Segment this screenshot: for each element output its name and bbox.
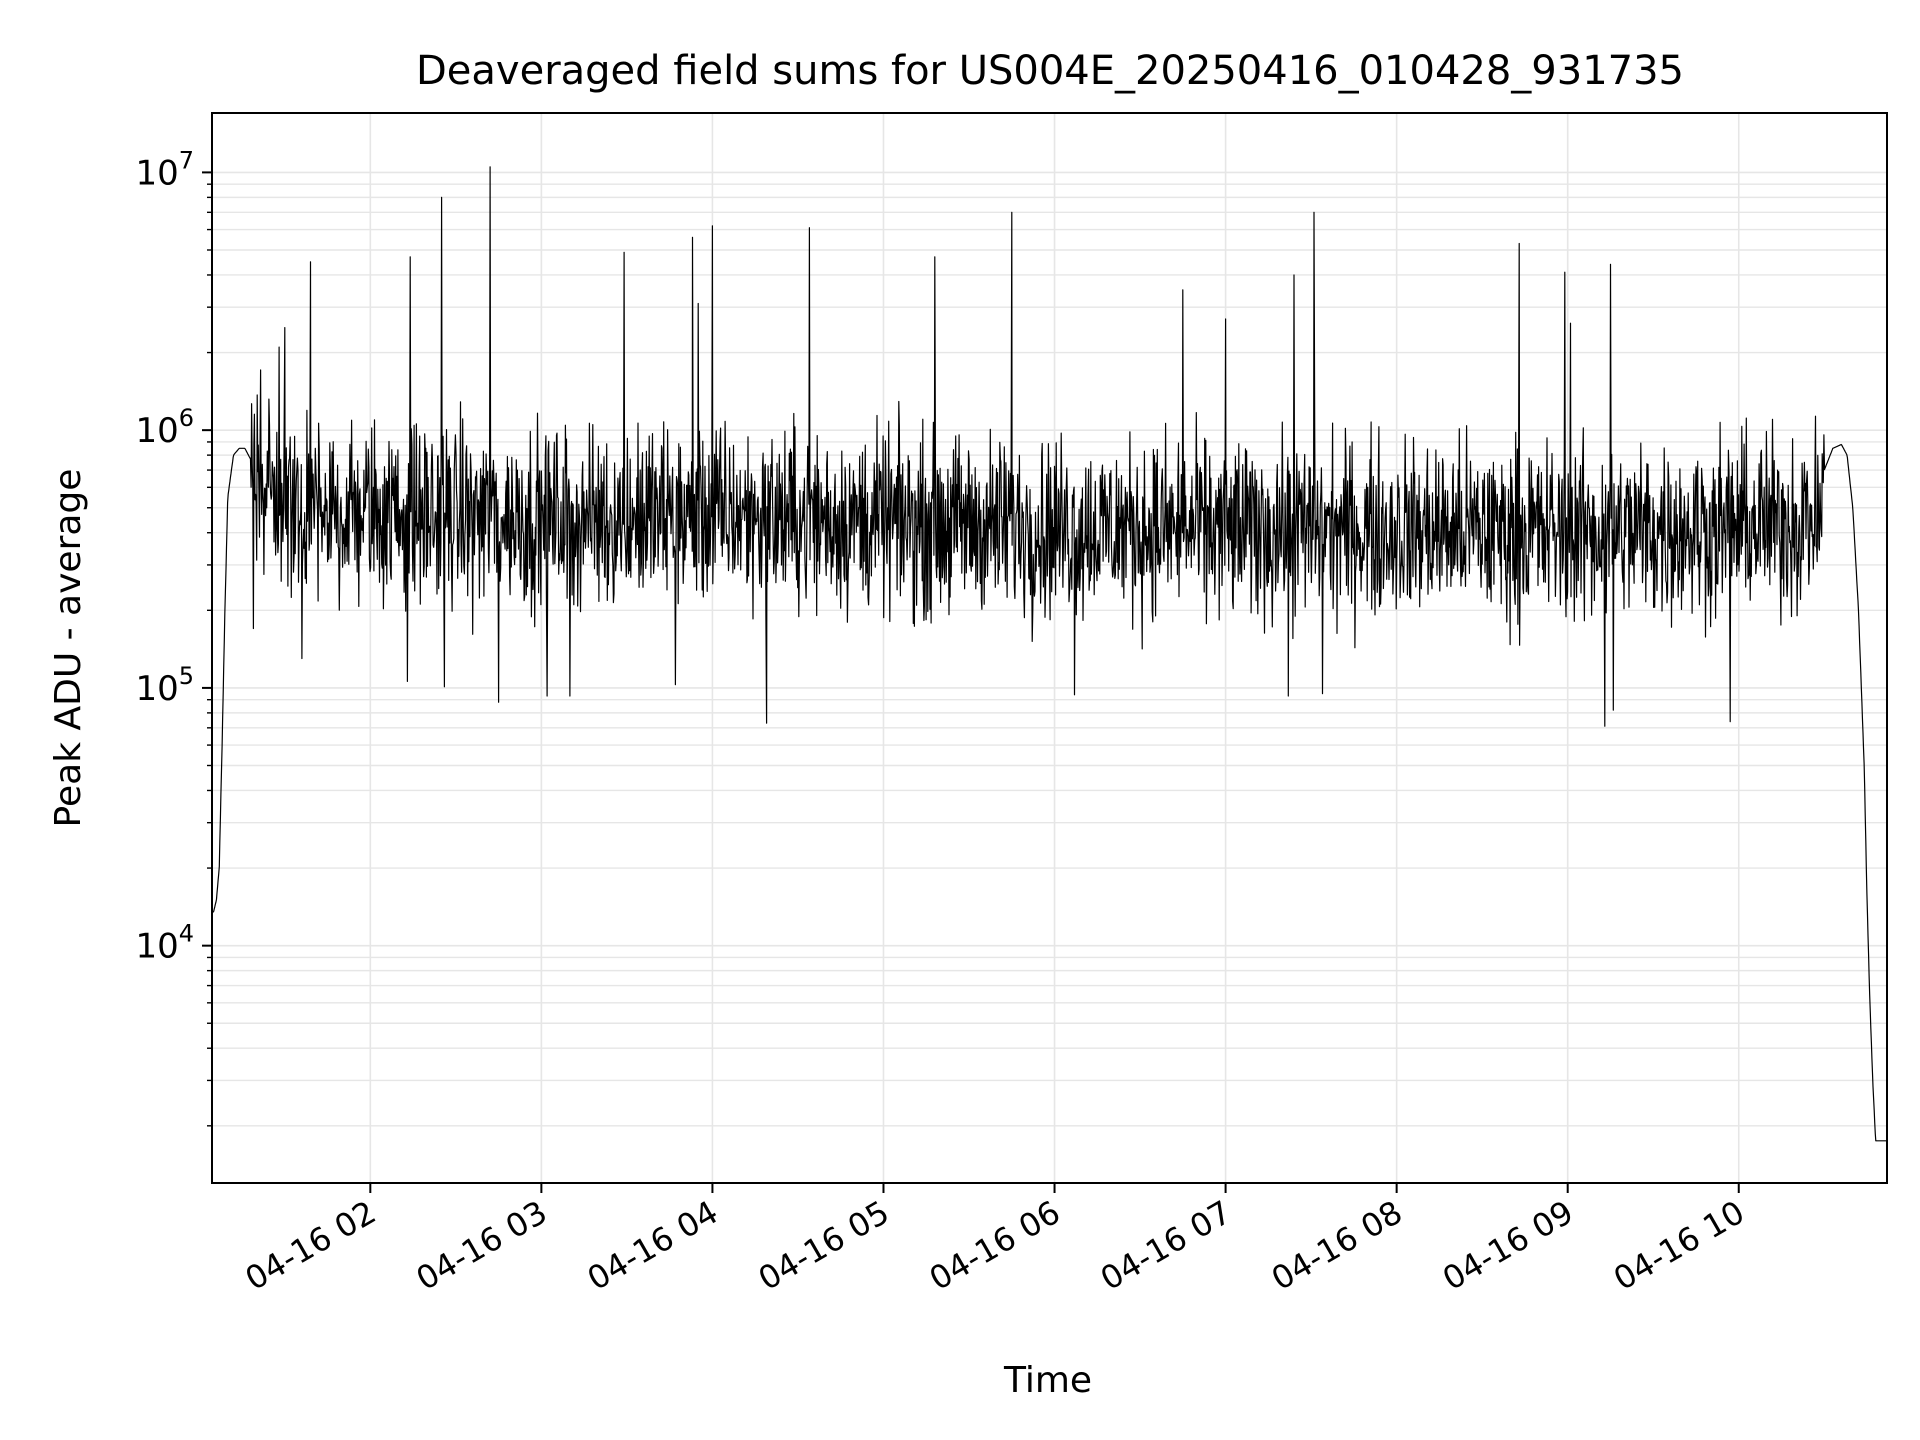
y-tick-label: 107	[135, 146, 194, 193]
series-line	[212, 166, 1887, 1142]
y-tick-label: 106	[135, 404, 194, 451]
x-axis-label: Time	[1003, 1360, 1092, 1401]
plot-area-frame	[211, 112, 1888, 1184]
y-axis: 104 105 106 107	[135, 146, 212, 1127]
y-axis-label: Peak ADU - average	[48, 469, 89, 828]
series-path	[212, 166, 1887, 1142]
chart-title: Deaveraged field sums for US004E_2025041…	[416, 48, 1684, 94]
y-tick-label: 105	[135, 662, 194, 709]
grid	[212, 113, 1887, 1183]
y-tick-label: 104	[135, 920, 194, 967]
